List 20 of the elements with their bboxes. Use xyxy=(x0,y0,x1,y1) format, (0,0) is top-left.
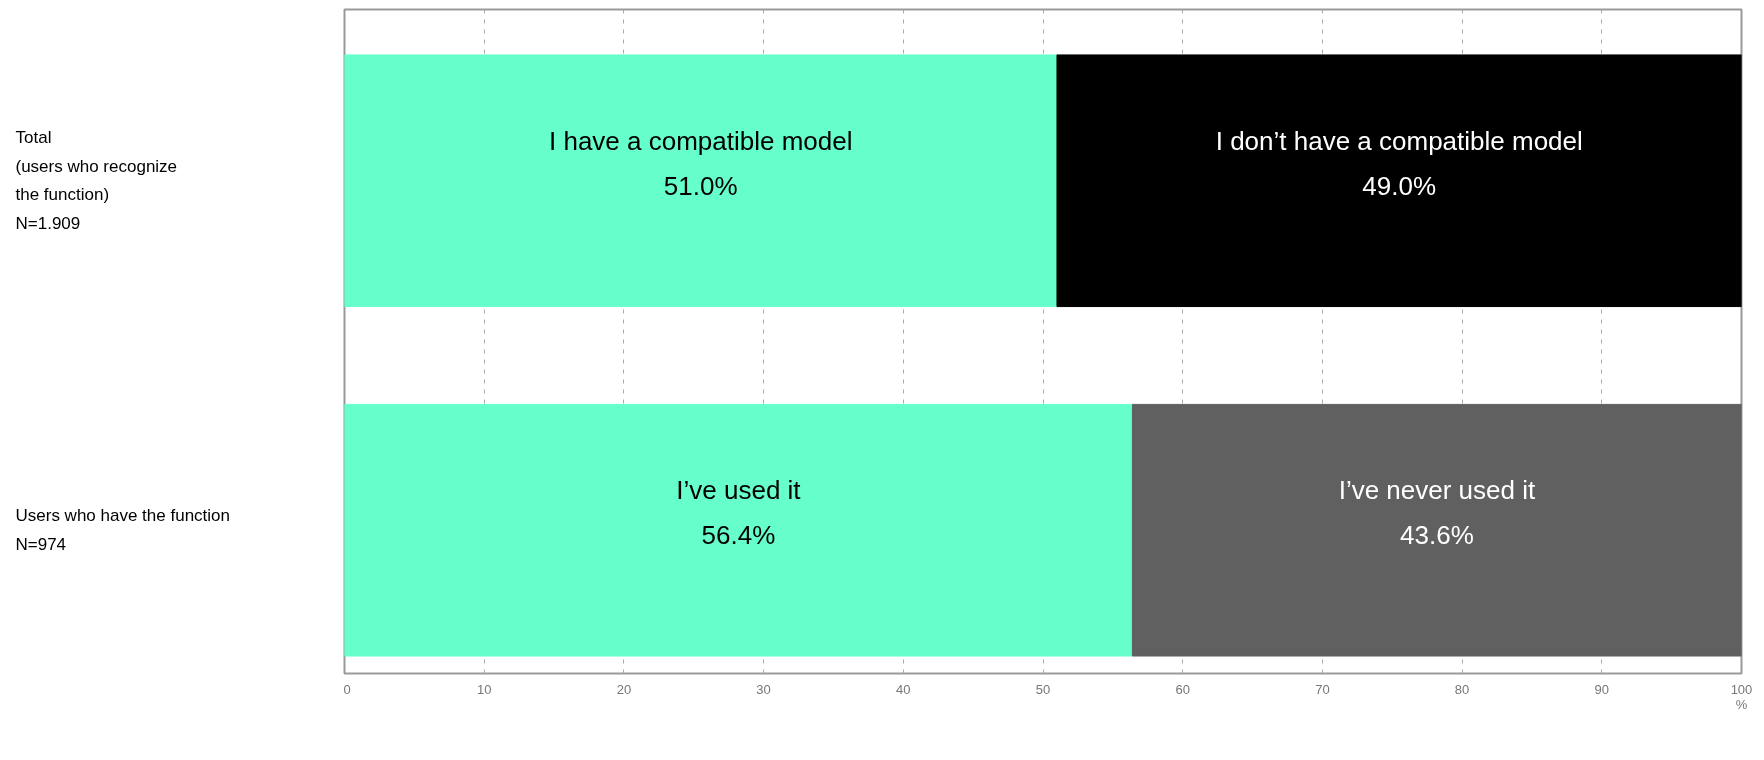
x-tick-label: 10 xyxy=(476,681,492,697)
x-tick-label: 20 xyxy=(616,681,632,697)
data-label: I’ve never used it 43.6% xyxy=(1338,475,1536,551)
bar xyxy=(1056,54,1742,308)
x-axis-title: % xyxy=(1735,696,1748,712)
x-tick-label: 80 xyxy=(1454,681,1470,697)
y-tick-label: Users who have the function N=974 xyxy=(15,506,231,554)
x-tick-label: 0 xyxy=(343,681,351,697)
x-tick-label: 60 xyxy=(1175,681,1190,697)
x-tick-label: 70 xyxy=(1315,681,1330,697)
data-label: I don’t have a compatible model 49.0% xyxy=(1215,125,1583,201)
x-tick-label: 100 xyxy=(1730,681,1753,697)
bar xyxy=(1131,403,1742,657)
x-tick-label: 90 xyxy=(1594,681,1610,697)
x-tick-label: 30 xyxy=(756,681,771,697)
data-label: I have a compatible model 51.0% xyxy=(548,125,853,201)
x-tick-label: 50 xyxy=(1035,681,1051,697)
x-tick-label: 40 xyxy=(896,681,911,697)
data-label: I’ve used it 56.4% xyxy=(676,475,802,551)
y-tick-label: Total (users who recognize the function) N=1.909 xyxy=(15,128,178,233)
